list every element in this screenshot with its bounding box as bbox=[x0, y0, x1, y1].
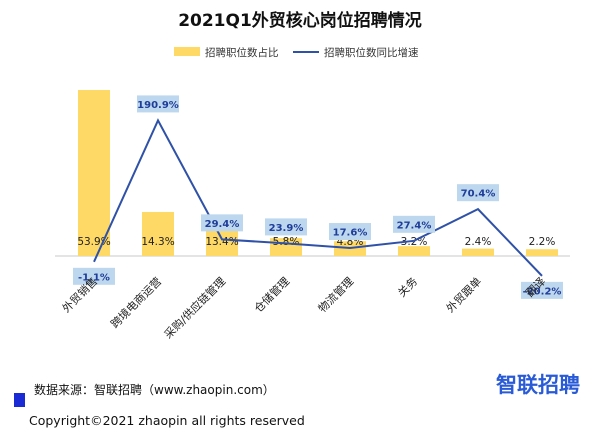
bar bbox=[142, 211, 174, 256]
category-label: 采购/供应链管理 bbox=[161, 274, 228, 341]
line-value-label: 29.4% bbox=[205, 219, 240, 230]
line-value-label: 70.4% bbox=[461, 189, 496, 200]
line-value-label: -20.2% bbox=[523, 286, 562, 297]
line-value-label: 27.4% bbox=[397, 220, 432, 231]
legend: 招聘职位数占比 招聘职位数同比增速 bbox=[174, 46, 419, 59]
line-value-label: 17.6% bbox=[333, 228, 368, 239]
bar-value-label: 14.3% bbox=[141, 236, 174, 248]
bar-value-label: 3.2% bbox=[401, 236, 428, 248]
line-value-box bbox=[521, 281, 563, 299]
source-marker bbox=[14, 393, 25, 407]
bar bbox=[462, 248, 494, 256]
line-value-box bbox=[137, 95, 179, 113]
category-label: 跨境电商运营 bbox=[108, 274, 165, 331]
brand-logo-text: 智联招聘 bbox=[496, 373, 580, 397]
line-value-label: 23.9% bbox=[269, 223, 304, 234]
line-value-box bbox=[265, 218, 307, 236]
bar-series bbox=[78, 90, 558, 256]
line-value-label: -1.1% bbox=[78, 272, 110, 283]
source-text: 数据来源：智联招聘（www.zhaopin.com） bbox=[34, 382, 275, 397]
line-value-box bbox=[201, 214, 243, 232]
line-value-label: 190.9% bbox=[137, 100, 179, 111]
line-labels: -1.1% 190.9% 29.4% 23.9% 17.6% 27.4% 70.4% -20.… bbox=[73, 95, 563, 299]
bar bbox=[398, 246, 430, 256]
category-label: 物流管理 bbox=[315, 274, 356, 315]
bar bbox=[78, 90, 110, 256]
legend-label-bar: 招聘职位数占比 bbox=[205, 46, 279, 59]
chart-title: 2021Q1外贸核心岗位招聘情况 bbox=[178, 10, 422, 31]
line-value-box bbox=[73, 267, 115, 285]
legend-label-line: 招聘职位数同比增速 bbox=[324, 46, 419, 59]
category-label: 关务 bbox=[395, 274, 420, 299]
legend-swatch-bar bbox=[174, 47, 200, 56]
copyright-text: Copyright©2021 zhaopin all rights reserv… bbox=[29, 413, 305, 428]
bar-value-label: 2.2% bbox=[529, 236, 556, 248]
line-value-box bbox=[457, 184, 499, 202]
category-label: 外贸跟单 bbox=[444, 275, 484, 315]
bar-value-label: 2.4% bbox=[465, 236, 492, 248]
bar bbox=[526, 249, 558, 256]
growth-line bbox=[93, 118, 543, 277]
category-label: 仓储管理 bbox=[251, 274, 292, 315]
bar-value-label: 5.8% bbox=[273, 236, 300, 248]
line-value-box bbox=[393, 215, 435, 233]
line-value-box bbox=[329, 223, 371, 241]
